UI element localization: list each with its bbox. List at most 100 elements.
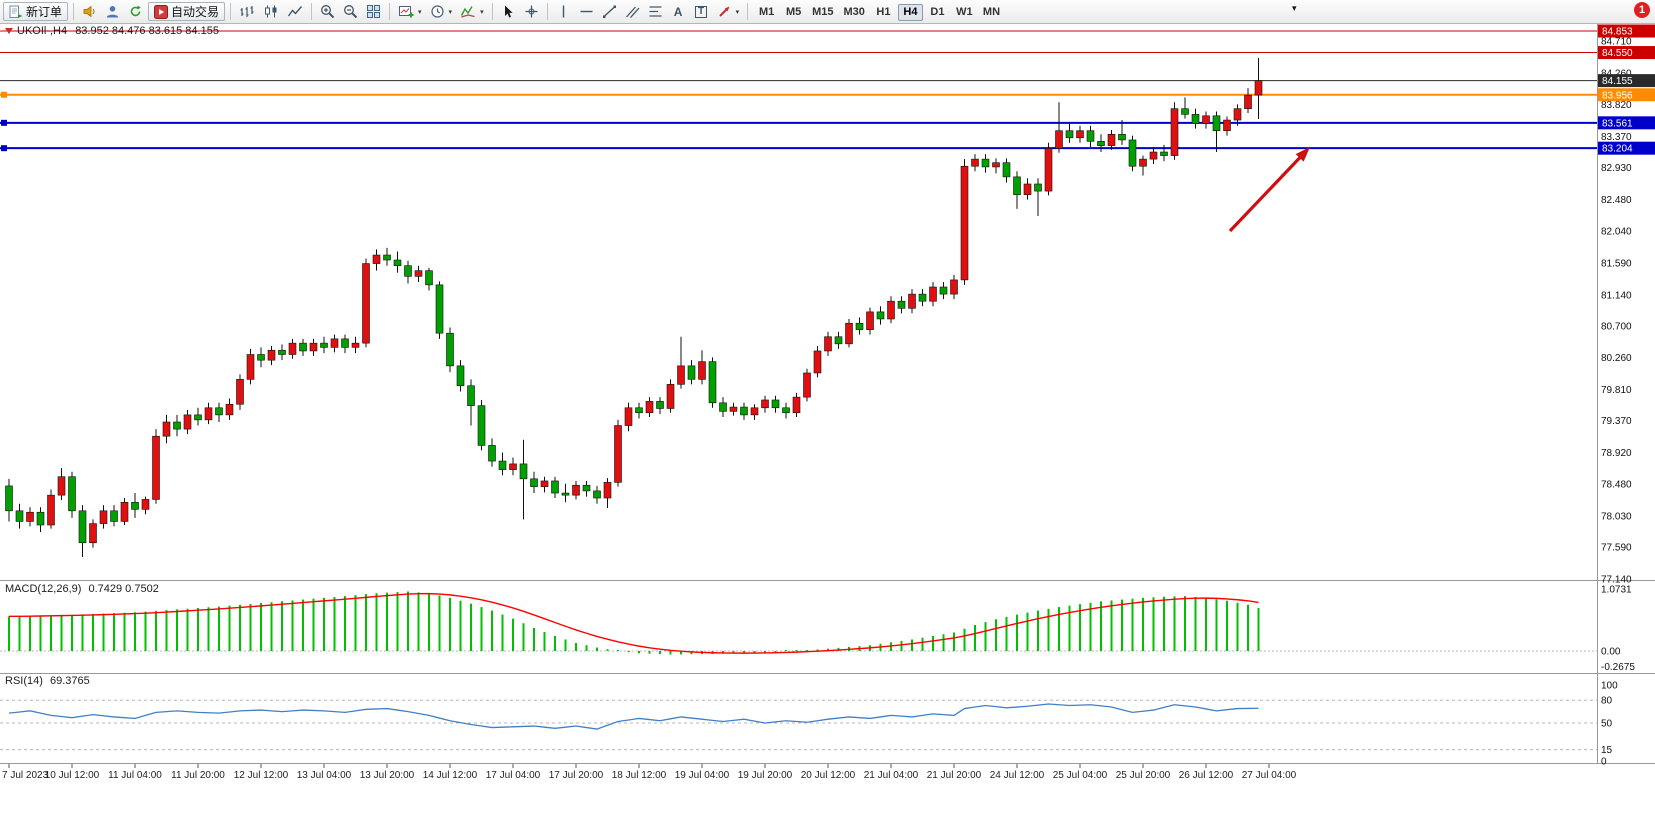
svg-text:11 Jul 20:00: 11 Jul 20:00 <box>171 770 225 781</box>
svg-text:1.0731: 1.0731 <box>1601 585 1632 596</box>
timeframe-button-w1[interactable]: W1 <box>952 4 977 21</box>
svg-text:84.155: 84.155 <box>1602 76 1633 87</box>
svg-text:100: 100 <box>1601 681 1618 692</box>
chevron-down-icon: ▾ <box>448 8 453 16</box>
svg-text:80.700: 80.700 <box>1601 322 1632 333</box>
macd-name: MACD(12,26,9) <box>5 583 82 595</box>
timeframe-button-mn[interactable]: MN <box>979 4 1004 21</box>
rsi-pane: 100 80 50 150 <box>0 681 1618 768</box>
indicators-button[interactable]: ▾ <box>457 2 487 21</box>
svg-text:24 Jul 12:00: 24 Jul 12:00 <box>990 770 1045 781</box>
svg-text:10 Jul 12:00: 10 Jul 12:00 <box>45 770 100 781</box>
svg-text:79.370: 79.370 <box>1601 416 1632 427</box>
svg-text:80: 80 <box>1601 696 1613 707</box>
line-chart-icon <box>287 4 303 19</box>
svg-text:11 Jul 04:00: 11 Jul 04:00 <box>108 770 162 781</box>
macd-label: MACD(12,26,9) 0.7429 0.7502 <box>5 583 159 595</box>
svg-text:25 Jul 20:00: 25 Jul 20:00 <box>1116 770 1171 781</box>
svg-text:77.590: 77.590 <box>1601 543 1632 554</box>
svg-text:17 Jul 20:00: 17 Jul 20:00 <box>549 770 604 781</box>
candlestick-chart-button[interactable] <box>260 2 282 21</box>
crosshair-button[interactable] <box>521 2 542 21</box>
timeframe-button-h1[interactable]: H1 <box>871 4 896 21</box>
new-order-button[interactable]: 新订单 <box>3 2 69 21</box>
horizontal-levels <box>0 30 1597 152</box>
svg-text:78.920: 78.920 <box>1601 448 1632 459</box>
chevron-down-icon: ▾ <box>418 8 422 16</box>
svg-text:80.260: 80.260 <box>1601 353 1632 364</box>
new-chart-icon <box>398 4 414 19</box>
svg-text:82.480: 82.480 <box>1601 195 1632 206</box>
svg-text:78.480: 78.480 <box>1601 479 1632 490</box>
svg-text:83.204: 83.204 <box>1602 144 1633 155</box>
text-button[interactable]: A <box>668 2 689 21</box>
timeframe-button-m15[interactable]: M15 <box>808 4 837 21</box>
trendline-button[interactable] <box>599 2 620 21</box>
toolbar-separator <box>311 3 313 20</box>
channel-button[interactable] <box>622 2 643 21</box>
chart-title: UKOIl-,H4 83.952 84.476 83.615 84.155 <box>5 25 219 37</box>
rsi-name: RSI(14) <box>5 675 43 687</box>
bar-chart-button[interactable] <box>236 2 258 21</box>
auto-trading-label: 自动交易 <box>171 5 220 19</box>
cursor-icon <box>501 4 516 19</box>
svg-text:50: 50 <box>1601 719 1613 730</box>
rsi-value: 69.3765 <box>49 675 90 687</box>
timeframe-button-d1[interactable]: D1 <box>925 4 950 21</box>
candles <box>5 57 1263 557</box>
macd-values: 0.7429 0.7502 <box>88 583 159 595</box>
svg-text:17 Jul 04:00: 17 Jul 04:00 <box>486 770 541 781</box>
line-chart-button[interactable] <box>284 2 306 21</box>
profiles-button[interactable]: ▾ <box>427 2 456 21</box>
chevron-down-icon: ▾ <box>480 8 484 16</box>
auto-trading-button[interactable]: 自动交易 <box>148 2 226 21</box>
zoom-out-button[interactable] <box>340 2 361 21</box>
zoom-in-icon <box>320 4 335 19</box>
timeframe-button-m5[interactable]: M5 <box>781 4 806 21</box>
timeframe-button-m1[interactable]: M1 <box>754 4 779 21</box>
trend-arrow-annotation <box>1228 147 1310 233</box>
timeframe-button-m30[interactable]: M30 <box>840 4 869 21</box>
cursor-button[interactable] <box>498 2 519 21</box>
rsi-label: RSI(14) 69.3765 <box>5 675 90 687</box>
timeframe-group: M1 M5 M15 M30 H1 H4 D1 W1 MN <box>753 2 1005 21</box>
sound-button[interactable] <box>79 2 100 21</box>
accounts-button[interactable] <box>102 2 123 21</box>
tile-windows-icon <box>366 4 381 19</box>
symbol-marker-icon <box>5 28 13 35</box>
fibonacci-button[interactable] <box>645 2 666 21</box>
horizontal-line-button[interactable] <box>576 2 597 21</box>
timeframe-button-h4[interactable]: H4 <box>897 3 923 21</box>
toolbar-separator <box>230 3 232 20</box>
svg-text:0.00: 0.00 <box>1601 647 1621 658</box>
new-order-icon <box>9 5 23 19</box>
svg-text:-0.2675: -0.2675 <box>1601 662 1635 673</box>
notification-badge[interactable]: 1 <box>1634 2 1650 18</box>
svg-text:19 Jul 04:00: 19 Jul 04:00 <box>675 770 730 781</box>
svg-text:83.820: 83.820 <box>1601 100 1632 111</box>
tile-windows-button[interactable] <box>363 2 384 21</box>
user-icon <box>105 4 120 19</box>
zoom-in-button[interactable] <box>317 2 338 21</box>
auto-trading-icon <box>154 4 169 19</box>
toolbar-separator <box>491 3 493 20</box>
toolbar-separator <box>747 3 749 20</box>
svg-text:13 Jul 04:00: 13 Jul 04:00 <box>297 770 352 781</box>
svg-text:19 Jul 20:00: 19 Jul 20:00 <box>738 770 793 781</box>
svg-text:20 Jul 12:00: 20 Jul 12:00 <box>801 770 856 781</box>
svg-text:78.030: 78.030 <box>1601 511 1632 522</box>
candlestick-icon <box>263 4 279 19</box>
pane-frame <box>0 23 1655 764</box>
refresh-button[interactable] <box>125 2 146 21</box>
chart-canvas[interactable]: 84.71084.26083.82083.37082.93082.48082.0… <box>0 23 1655 832</box>
vertical-line-button[interactable] <box>553 2 574 21</box>
chart-symbol-period: UKOIl-,H4 <box>17 25 68 37</box>
text-label-button[interactable]: T <box>691 2 712 21</box>
svg-text:84.550: 84.550 <box>1602 48 1633 59</box>
new-chart-button[interactable]: ▾ <box>395 2 425 21</box>
arrows-button[interactable]: ▾ <box>714 2 743 21</box>
svg-text:77.140: 77.140 <box>1601 575 1632 586</box>
svg-text:81.140: 81.140 <box>1601 290 1632 301</box>
toolbar-overflow-icon[interactable]: ▾ <box>1292 3 1297 13</box>
svg-text:26 Jul 12:00: 26 Jul 12:00 <box>1179 770 1234 781</box>
